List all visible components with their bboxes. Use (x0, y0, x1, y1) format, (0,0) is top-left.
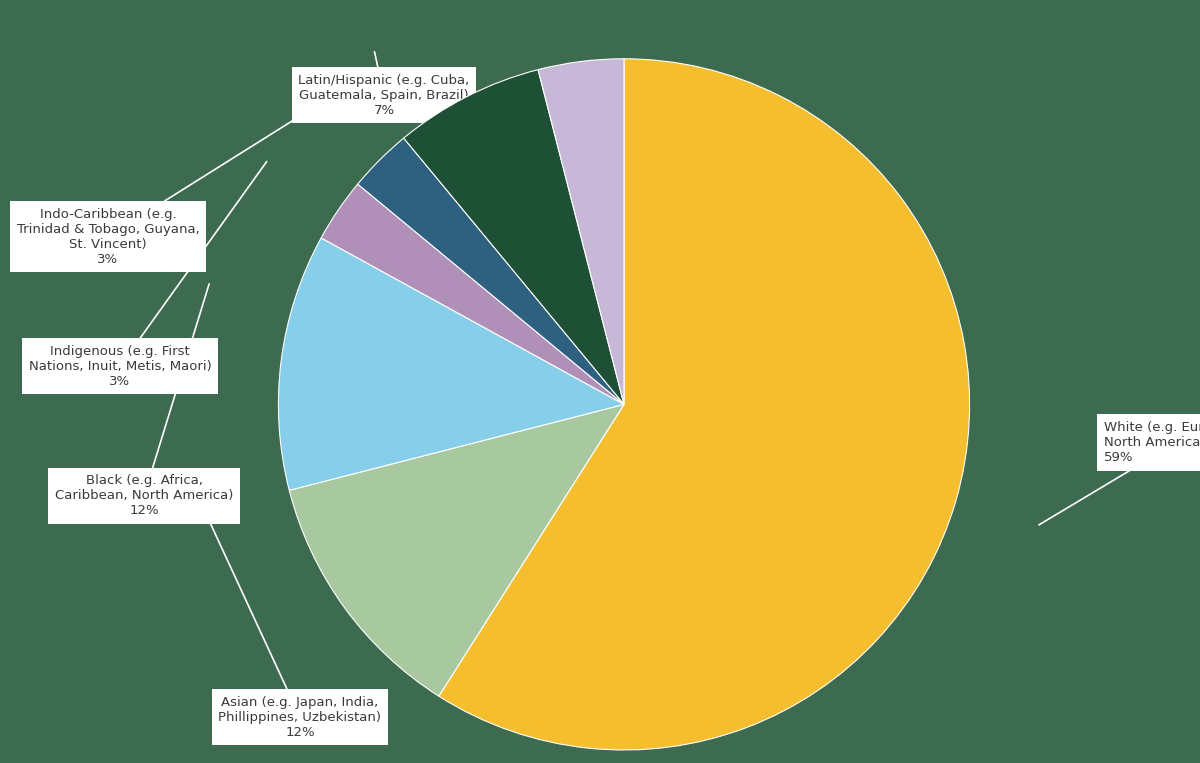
Text: Indo-Caribbean (e.g.
Trinidad & Tobago, Guyana,
St. Vincent)
3%: Indo-Caribbean (e.g. Trinidad & Tobago, … (17, 113, 305, 266)
Wedge shape (439, 59, 970, 750)
Text: Black (e.g. Africa,
Caribbean, North America)
12%: Black (e.g. Africa, Caribbean, North Ame… (55, 284, 233, 517)
Wedge shape (322, 184, 624, 404)
Wedge shape (289, 404, 624, 696)
Text: Latin/Hispanic (e.g. Cuba,
Guatemala, Spain, Brazil)
7%: Latin/Hispanic (e.g. Cuba, Guatemala, Sp… (299, 52, 469, 117)
Text: Asian (e.g. Japan, India,
Phillippines, Uzbekistan)
12%: Asian (e.g. Japan, India, Phillippines, … (206, 514, 382, 739)
Wedge shape (278, 238, 624, 491)
Wedge shape (538, 59, 624, 404)
Text: White (e.g. European,
North America)
59%: White (e.g. European, North America) 59% (1039, 421, 1200, 525)
Text: Indigenous (e.g. First
Nations, Inuit, Metis, Maori)
3%: Indigenous (e.g. First Nations, Inuit, M… (29, 162, 266, 388)
Wedge shape (403, 69, 624, 404)
Wedge shape (358, 138, 624, 404)
